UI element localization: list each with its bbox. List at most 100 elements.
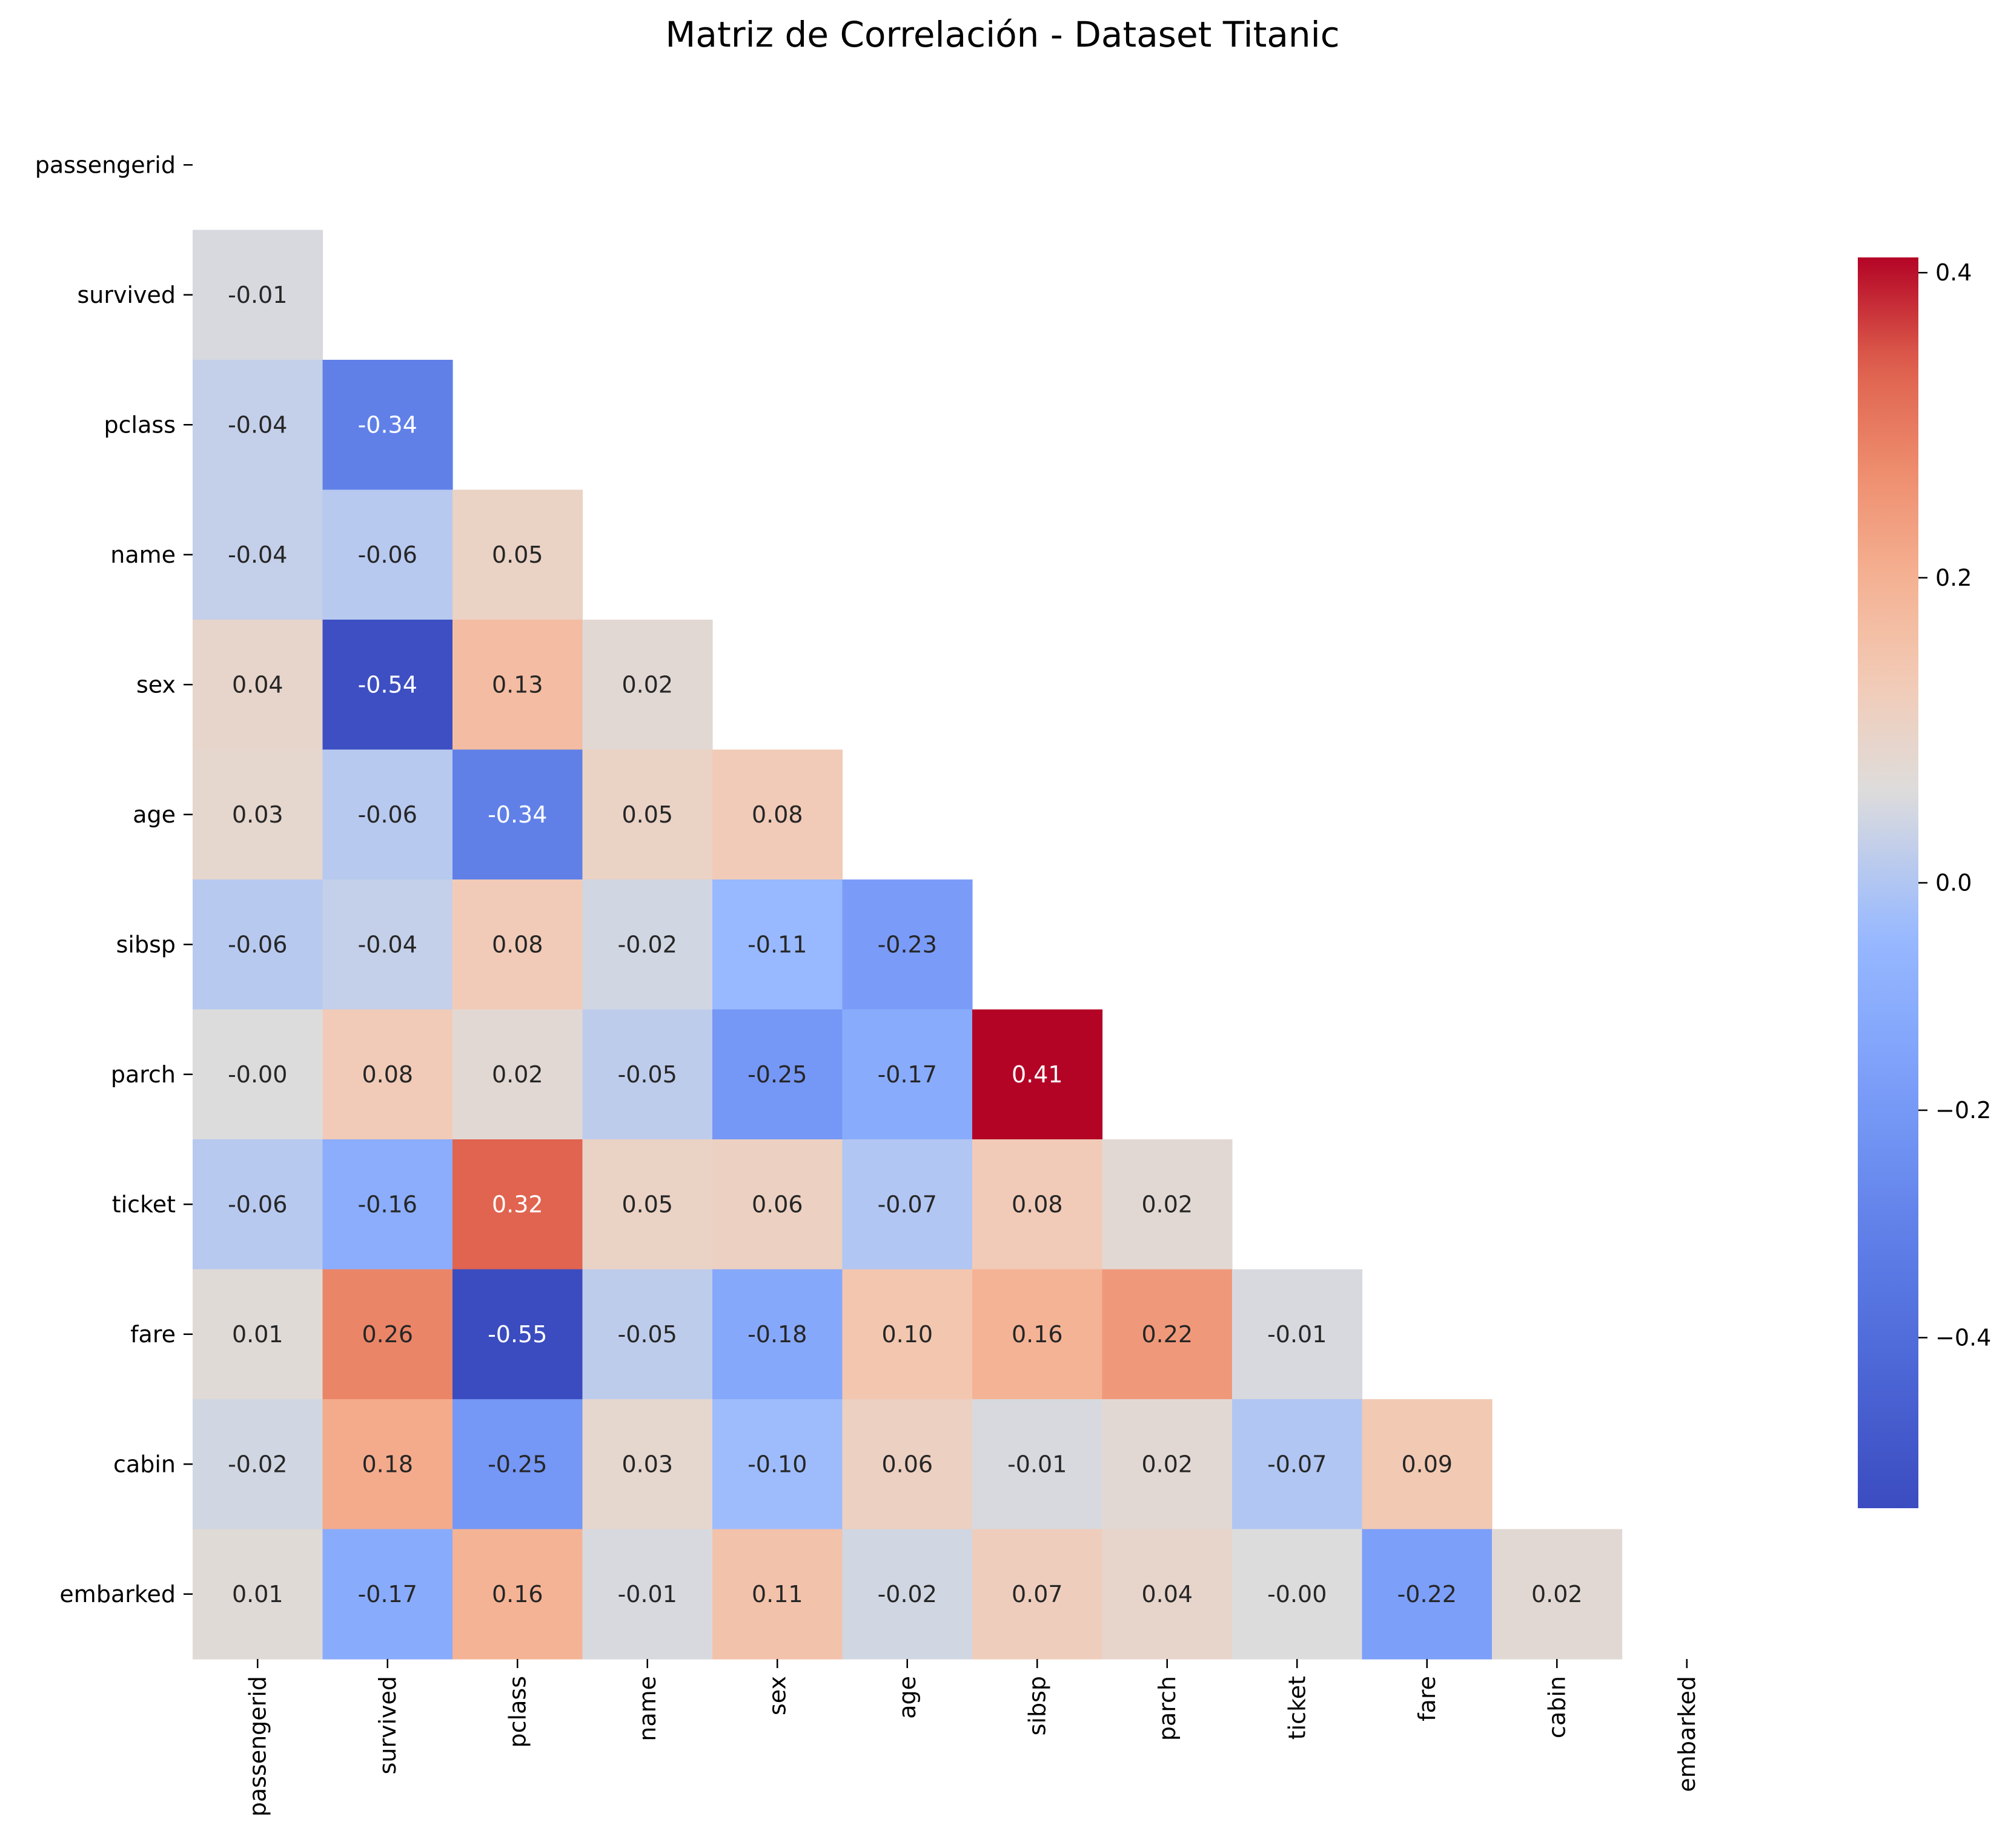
chart-title: Matriz de Correlación - Dataset Titanic: [665, 14, 1339, 55]
y-tick-label-fare: fare: [130, 1321, 176, 1348]
x-tick-label-fare: fare: [1414, 1676, 1440, 1721]
cell-value-label: -0.18: [747, 1321, 807, 1348]
cell-value-label: 0.18: [362, 1451, 413, 1477]
heatmap-cell-cabin-sex: [712, 1399, 843, 1530]
heatmap-cell-sibsp-passengerid: [193, 879, 323, 1010]
cell-value-label: 0.02: [1141, 1191, 1193, 1217]
heatmap-cell-embarked-ticket: [1232, 1529, 1363, 1660]
y-tick-label-cabin: cabin: [113, 1451, 176, 1477]
y-tick-label-embarked: embarked: [59, 1581, 176, 1608]
heatmap-cell-embarked-fare: [1362, 1529, 1493, 1660]
heatmap-cell-embarked-pclass: [452, 1529, 583, 1660]
heatmap-cell-ticket-sibsp: [972, 1139, 1103, 1270]
heatmap-cell-sibsp-survived: [322, 879, 453, 1010]
heatmap-cell-sex-passengerid: [193, 620, 323, 750]
heatmap-cell-age-survived: [322, 749, 453, 880]
y-tick-label-ticket: ticket: [112, 1191, 176, 1217]
y-tick-label-sibsp: sibsp: [116, 931, 176, 958]
cell-value-label: -0.06: [228, 931, 287, 958]
cell-value-label: -0.05: [618, 1061, 677, 1088]
cell-value-label: -0.06: [358, 801, 417, 828]
heatmap-cell-age-sex: [712, 749, 843, 880]
heatmap-cell-pclass-survived: [322, 360, 453, 491]
cell-value-label: -0.06: [358, 541, 417, 568]
y-tick-label-survived: survived: [77, 282, 176, 308]
cell-value-label: 0.03: [232, 801, 283, 828]
y-tick-label-name: name: [110, 541, 176, 568]
cell-value-label: 0.07: [1012, 1581, 1063, 1608]
heatmap-cell-embarked-sex: [712, 1529, 843, 1660]
heatmap-cell-embarked-age: [842, 1529, 973, 1660]
cell-value-label: 0.05: [621, 1191, 673, 1217]
heatmap-cell-embarked-name: [582, 1529, 713, 1660]
cell-value-label: -0.22: [1397, 1581, 1457, 1608]
heatmap-cell-ticket-pclass: [452, 1139, 583, 1270]
cell-value-label: 0.16: [1012, 1321, 1063, 1348]
x-tick-label-name: name: [634, 1676, 661, 1741]
cell-value-label: -0.01: [1267, 1321, 1327, 1348]
cell-value-label: 0.22: [1141, 1321, 1193, 1348]
cell-value-label: -0.55: [488, 1321, 547, 1348]
heatmap-cell-age-name: [582, 749, 713, 880]
x-tick-label-pclass: pclass: [504, 1676, 531, 1747]
cell-value-label: 0.02: [492, 1061, 543, 1088]
heatmap-cell-sibsp-age: [842, 879, 973, 1010]
heatmap-cell-fare-sex: [712, 1269, 843, 1400]
colorbar-tick-label: −0.4: [1935, 1324, 1991, 1351]
cell-value-label: 0.02: [1531, 1581, 1583, 1608]
x-tick-label-passengerid: passengerid: [244, 1676, 271, 1817]
cell-value-label: 0.01: [232, 1581, 283, 1608]
cell-value-label: -0.06: [228, 1191, 287, 1217]
cell-value-label: -0.01: [1007, 1451, 1067, 1477]
heatmap-cell-fare-age: [842, 1269, 973, 1400]
heatmap-cell-age-pclass: [452, 749, 583, 880]
heatmap-cell-ticket-sex: [712, 1139, 843, 1270]
cell-value-label: 0.03: [621, 1451, 673, 1477]
cell-value-label: -0.02: [618, 931, 677, 958]
cell-value-label: 0.32: [492, 1191, 543, 1217]
heatmap-cell-pclass-passengerid: [193, 360, 323, 491]
cell-value-label: -0.25: [488, 1451, 547, 1477]
heatmap-cell-ticket-parch: [1102, 1139, 1233, 1270]
heatmap-cell-parch-sibsp: [972, 1009, 1103, 1140]
heatmap-cell-sibsp-sex: [712, 879, 843, 1010]
heatmap-cell-fare-passengerid: [193, 1269, 323, 1400]
heatmap-cell-embarked-passengerid: [193, 1529, 323, 1660]
cell-value-label: 0.05: [492, 541, 543, 568]
cell-value-label: 0.06: [881, 1451, 933, 1477]
cell-value-label: -0.34: [358, 411, 417, 438]
cell-value-label: -0.25: [747, 1061, 807, 1088]
heatmap-cell-ticket-survived: [322, 1139, 453, 1270]
heatmap-cell-cabin-passengerid: [193, 1399, 323, 1530]
cell-value-label: -0.02: [878, 1581, 937, 1608]
heatmap-cell-parch-name: [582, 1009, 713, 1140]
y-tick-label-age: age: [133, 801, 176, 828]
x-tick-label-cabin: cabin: [1543, 1676, 1570, 1738]
cell-value-label: 0.10: [881, 1321, 933, 1348]
x-tick-label-ticket: ticket: [1284, 1676, 1310, 1740]
cell-value-label: -0.04: [358, 931, 417, 958]
heatmap-cell-cabin-parch: [1102, 1399, 1233, 1530]
cell-value-label: 0.04: [1141, 1581, 1193, 1608]
cell-value-label: -0.00: [228, 1061, 287, 1088]
cell-value-label: -0.17: [878, 1061, 937, 1088]
cell-value-label: 0.08: [752, 801, 803, 828]
heatmap-cell-embarked-sibsp: [972, 1529, 1103, 1660]
cell-value-label: -0.01: [228, 282, 287, 308]
heatmap-cell-survived-passengerid: [193, 230, 323, 360]
heatmap-cell-parch-sex: [712, 1009, 843, 1140]
cell-value-label: 0.09: [1401, 1451, 1453, 1477]
heatmap-cell-ticket-age: [842, 1139, 973, 1270]
cell-value-label: -0.34: [488, 801, 547, 828]
heatmap-cell-embarked-survived: [322, 1529, 453, 1660]
heatmap-cell-cabin-pclass: [452, 1399, 583, 1530]
cell-value-label: -0.23: [878, 931, 937, 958]
cell-value-label: -0.54: [358, 671, 417, 698]
heatmap-cell-fare-ticket: [1232, 1269, 1363, 1400]
colorbar-tick-label: 0.0: [1935, 870, 1972, 896]
heatmap-cell-cabin-fare: [1362, 1399, 1493, 1530]
heatmap-cell-parch-survived: [322, 1009, 453, 1140]
heatmap-cell-age-passengerid: [193, 749, 323, 880]
heatmap-cell-fare-parch: [1102, 1269, 1233, 1400]
cell-value-label: 0.01: [232, 1321, 283, 1348]
